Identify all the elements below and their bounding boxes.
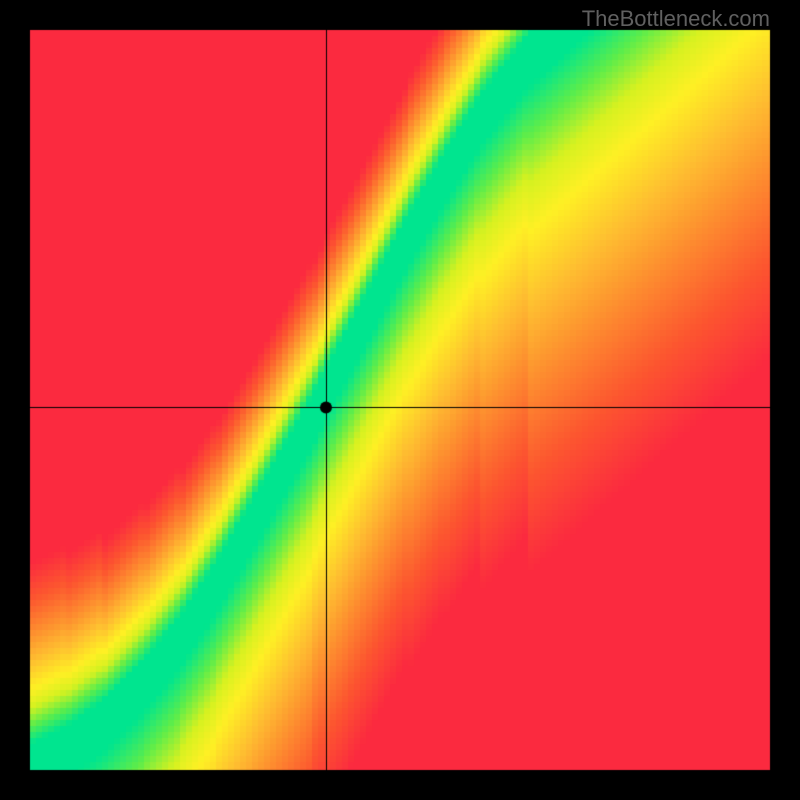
chart-container: { "meta": { "watermark": "TheBottleneck.… [0,0,800,800]
watermark-label: TheBottleneck.com [582,6,770,32]
bottleneck-heatmap [0,0,800,800]
